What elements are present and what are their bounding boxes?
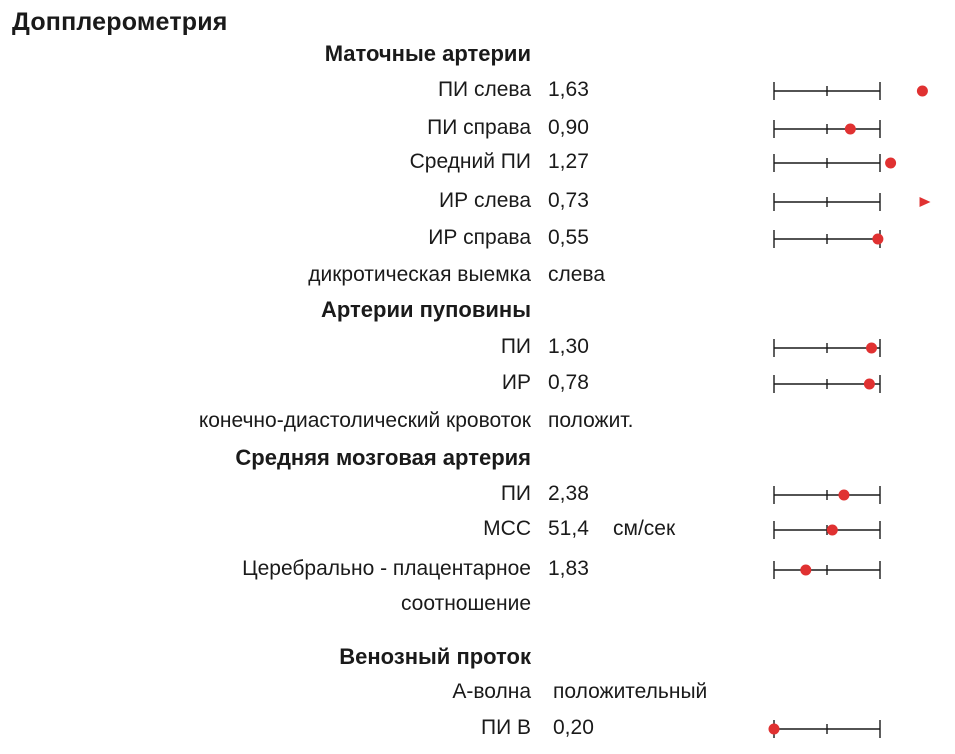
row-value: 1,27 bbox=[548, 150, 589, 173]
row-label: ПИ bbox=[500, 335, 531, 358]
section-title: Венозный проток bbox=[339, 644, 531, 669]
page-title: Допплерометрия bbox=[12, 8, 228, 36]
value-marker-dot bbox=[838, 489, 850, 501]
value-marker-dot bbox=[863, 378, 875, 390]
row-value: 1,83 bbox=[548, 557, 589, 580]
value-marker-arrow bbox=[919, 197, 931, 207]
reference-gauge bbox=[773, 486, 881, 504]
row-value: 0,78 bbox=[548, 371, 589, 394]
row-uterine-ri-right: ИР справа 0,55 bbox=[0, 222, 955, 256]
row-uterine-ri-left: ИР слева 0,73 bbox=[0, 185, 955, 219]
row-value: 1,30 bbox=[548, 335, 589, 358]
row-mca-psv: МСС 51,4 см/сек bbox=[0, 513, 955, 547]
row-cpr-continued: соотношение bbox=[0, 588, 955, 622]
reference-gauge bbox=[773, 120, 881, 138]
value-marker-dot bbox=[872, 233, 884, 245]
row-label: Средний ПИ bbox=[409, 150, 531, 173]
reference-gauge bbox=[773, 193, 931, 211]
value-marker-dot bbox=[768, 723, 780, 735]
row-value: слева bbox=[548, 263, 606, 286]
row-end-diastolic-flow: конечно-диастолический кровоток положит. bbox=[0, 405, 955, 439]
row-value: положит. bbox=[548, 409, 634, 432]
reference-gauge bbox=[773, 82, 928, 100]
row-dicrotic-notch: дикротическая выемка слева bbox=[0, 259, 955, 293]
section-header-uterine-arteries: Маточные артерии bbox=[0, 38, 955, 72]
row-value: 1,63 bbox=[548, 78, 589, 101]
value-marker-dot bbox=[866, 342, 878, 354]
row-value: 0,55 bbox=[548, 226, 589, 249]
row-label: дикротическая выемка bbox=[308, 263, 531, 286]
row-label-continued: соотношение bbox=[400, 592, 531, 615]
row-value: 2,38 bbox=[548, 482, 589, 505]
reference-gauge bbox=[773, 521, 881, 539]
row-label: ПИ bbox=[500, 482, 531, 505]
row-label: ПИ В bbox=[480, 716, 531, 739]
section-header-middle-cerebral-artery: Средняя мозговая артерия bbox=[0, 442, 955, 476]
row-label: МСС bbox=[483, 517, 531, 540]
value-marker-dot bbox=[844, 123, 856, 135]
row-value: 0,73 bbox=[548, 189, 589, 212]
value-marker-dot bbox=[916, 85, 928, 97]
row-label: Церебрально - плацентарное bbox=[242, 557, 531, 580]
row-uterine-pi-left: ПИ слева 1,63 bbox=[0, 74, 955, 108]
value-marker-dot bbox=[885, 157, 897, 169]
reference-gauge bbox=[773, 375, 881, 393]
row-label: ИР слева bbox=[439, 189, 531, 212]
row-cpr: Церебрально - плацентарное 1,83 bbox=[0, 553, 955, 587]
row-label: ПИ справа bbox=[427, 116, 531, 139]
reference-gauge bbox=[773, 339, 881, 357]
value-marker-dot bbox=[826, 524, 838, 536]
row-value: положительный bbox=[553, 680, 708, 703]
row-umbilical-pi: ПИ 1,30 bbox=[0, 331, 955, 365]
section-header-umbilical-arteries: Артерии пуповины bbox=[0, 294, 955, 328]
row-label: ИР справа bbox=[428, 226, 531, 249]
reference-gauge bbox=[773, 230, 884, 248]
row-unit: см/сек bbox=[613, 517, 676, 540]
section-title: Средняя мозговая артерия bbox=[235, 445, 531, 470]
reference-gauge bbox=[773, 154, 897, 172]
section-header-ductus-venosus: Венозный проток bbox=[0, 641, 955, 675]
row-uterine-pi-mean: Средний ПИ 1,27 bbox=[0, 146, 955, 180]
row-value: 0,90 bbox=[548, 116, 589, 139]
row-mca-pi: ПИ 2,38 bbox=[0, 478, 955, 512]
section-title: Артерии пуповины bbox=[320, 297, 531, 322]
value-marker-dot bbox=[800, 564, 812, 576]
row-label: конечно-диастолический кровоток bbox=[198, 409, 531, 432]
row-value: 51,4 bbox=[548, 517, 589, 540]
row-value: 0,20 bbox=[553, 716, 594, 739]
row-dv-pi: ПИ В 0,20 bbox=[0, 712, 955, 746]
reference-gauge bbox=[768, 720, 881, 738]
row-label: ПИ слева bbox=[437, 78, 531, 101]
row-label: А-волна bbox=[452, 680, 531, 703]
reference-gauge bbox=[773, 561, 881, 579]
row-label: ИР bbox=[501, 371, 531, 394]
row-uterine-pi-right: ПИ справа 0,90 bbox=[0, 112, 955, 146]
row-a-wave: А-волна положительный bbox=[0, 676, 955, 710]
section-title: Маточные артерии bbox=[324, 41, 531, 66]
row-umbilical-ri: ИР 0,78 bbox=[0, 367, 955, 401]
